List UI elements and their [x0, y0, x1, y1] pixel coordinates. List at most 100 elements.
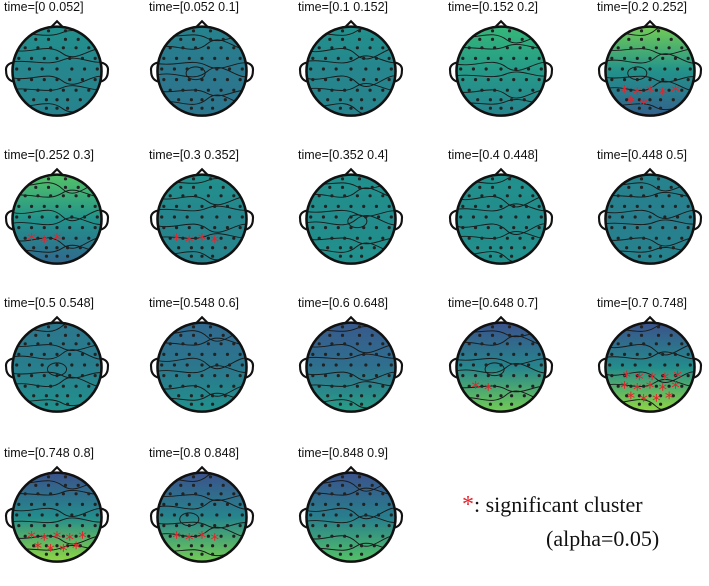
sensor-dot	[520, 185, 524, 189]
sensor-dot	[80, 204, 85, 208]
sensor-dot	[44, 394, 48, 398]
sensor-dot	[336, 78, 340, 82]
sensor-dot	[172, 215, 177, 219]
sensor-dot	[326, 394, 330, 398]
sensor-dot	[46, 177, 51, 181]
sensor-dot	[499, 215, 503, 219]
sensor-dot	[336, 226, 340, 230]
sensor-dot	[78, 246, 82, 250]
sensor-dot	[629, 46, 633, 50]
sensor-dot	[93, 204, 97, 208]
sensor-dot	[208, 483, 213, 487]
sensor-dot	[160, 513, 164, 517]
left-ear	[448, 209, 458, 231]
contour-line	[306, 535, 396, 547]
sensor-dot	[387, 524, 391, 528]
contour-line	[12, 349, 102, 360]
sensor-dot	[189, 394, 193, 398]
sensor-dot	[480, 46, 484, 50]
sensor-dot	[661, 226, 665, 230]
sensor-dot	[349, 56, 353, 60]
significance-star: *	[639, 94, 647, 114]
sensor-dot	[40, 67, 44, 71]
scalp-map	[4, 19, 110, 117]
sensor-dot	[93, 78, 97, 82]
sensor-dot	[68, 78, 72, 82]
contour-line	[157, 357, 247, 370]
sensor-dot	[671, 98, 675, 102]
sensor-dot	[349, 513, 353, 517]
sensor-dot	[512, 374, 516, 378]
sensor-dot	[185, 67, 189, 71]
scalp-map: * *	[448, 315, 554, 413]
significance-star: *	[484, 380, 492, 400]
sensor-dot	[194, 236, 198, 240]
sensor-dot	[686, 226, 690, 230]
sensor-dot	[539, 67, 543, 71]
sensor-dot	[200, 513, 204, 517]
sensor-dot	[46, 185, 51, 189]
sensor-dot	[461, 204, 465, 208]
significance-star: *	[34, 538, 42, 558]
sensor-dot	[467, 46, 471, 50]
sensor-dot	[648, 254, 652, 258]
sensor-dot	[78, 544, 82, 548]
significance-star: *	[65, 530, 73, 550]
sensor-dot	[200, 402, 204, 406]
sensor-dot	[537, 352, 541, 356]
head-outline	[455, 321, 547, 413]
sensor-dot	[622, 78, 627, 82]
sensor-dot	[187, 226, 191, 230]
significance-star: *	[622, 367, 630, 387]
contour-line	[605, 75, 695, 83]
sensor-dot	[518, 46, 522, 50]
sensor-dot	[55, 513, 59, 517]
sensor-dot	[80, 524, 85, 528]
sensor-dot	[74, 342, 78, 346]
sensor-dot	[376, 215, 381, 219]
sensor-dot	[185, 363, 189, 367]
sensor-dot	[200, 394, 204, 398]
sensor-dot	[531, 46, 535, 50]
significance-star: *	[646, 82, 654, 102]
sensor-dot	[323, 226, 328, 230]
sensor-dot	[667, 236, 671, 240]
significance-star: *	[627, 92, 635, 112]
sensor-dot	[374, 56, 379, 60]
sensor-dot	[493, 46, 497, 50]
sensor-dot	[381, 384, 385, 388]
legend-label: : significant cluster	[474, 492, 643, 517]
sensor-dot	[177, 394, 181, 398]
sensor-dot	[654, 236, 658, 240]
right-ear	[394, 507, 404, 529]
left-ear	[298, 209, 308, 231]
sensor-dot	[355, 46, 359, 50]
sensor-dot	[387, 56, 391, 60]
sensor-dot	[42, 352, 46, 356]
topoplot-panel: time=[0.252 0.3] * * *	[0, 148, 140, 288]
topoplot-panel: time=[0.052 0.1]	[145, 0, 285, 140]
sensor-dot	[526, 363, 531, 367]
sensor-dot	[518, 384, 522, 388]
sensor-dot	[174, 56, 179, 60]
sensor-dot	[189, 98, 193, 102]
significance-star: *	[620, 378, 628, 398]
sensor-dot	[490, 177, 495, 181]
sensor-dot	[187, 502, 191, 506]
sensor-dot	[486, 56, 490, 60]
sensor-dot	[368, 46, 372, 50]
sensor-dot	[55, 78, 59, 82]
sensor-dot	[215, 363, 219, 367]
sensor-dot	[656, 333, 661, 337]
right-ear	[394, 357, 404, 379]
sensor-dot	[32, 394, 36, 398]
sensor-dot	[514, 215, 518, 219]
sensor-dot	[514, 67, 518, 71]
scalp-map: * * * *	[149, 167, 255, 265]
significance-star: *	[27, 528, 35, 548]
contour-line	[456, 223, 546, 235]
sensor-dot	[675, 67, 680, 71]
sensor-dot	[357, 29, 362, 33]
scalp-fill	[306, 322, 396, 412]
left-ear	[597, 61, 607, 83]
